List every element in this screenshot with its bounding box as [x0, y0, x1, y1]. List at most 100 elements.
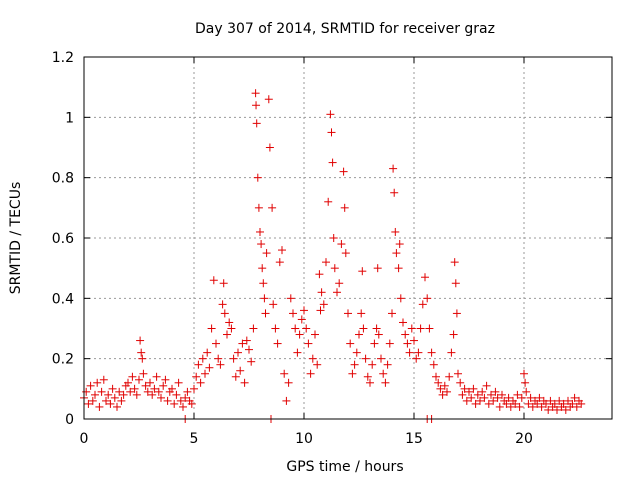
data-point [201, 369, 209, 378]
data-point [315, 270, 324, 279]
data-point [275, 258, 284, 267]
y-tick-label: 0.4 [52, 291, 74, 307]
data-point [326, 110, 335, 119]
data-point [247, 357, 256, 366]
points-layer [80, 89, 586, 423]
data-point [97, 387, 106, 396]
data-point [229, 354, 238, 363]
data-point [291, 324, 300, 333]
y-tick-label: 0.8 [52, 171, 74, 187]
data-point [115, 387, 124, 396]
data-point [143, 387, 152, 396]
data-point [377, 354, 385, 363]
data-point [577, 399, 586, 408]
data-point [572, 402, 581, 411]
data-point [465, 387, 473, 396]
data-point [432, 372, 440, 381]
data-point [447, 348, 456, 357]
data-point [104, 390, 113, 399]
data-point [253, 173, 262, 182]
data-point [374, 330, 383, 339]
data-point [268, 203, 277, 212]
data-point [136, 336, 145, 345]
x-tick-label: 20 [515, 431, 533, 447]
data-point [319, 300, 328, 309]
data-point [209, 276, 218, 285]
data-point [339, 167, 348, 176]
data-point [205, 363, 214, 372]
data-point [469, 384, 478, 393]
data-point [337, 240, 346, 249]
data-point [370, 339, 379, 348]
data-point [302, 324, 311, 333]
data-point [423, 294, 432, 303]
data-point [157, 393, 165, 402]
data-point [187, 399, 196, 408]
data-point [106, 399, 115, 408]
data-point [570, 393, 579, 402]
data-point [348, 369, 357, 378]
data-point [473, 390, 482, 399]
data-point [390, 188, 399, 197]
data-point [489, 396, 498, 405]
data-point [520, 369, 528, 378]
data-point [152, 372, 161, 381]
data-point [504, 393, 513, 402]
data-point [401, 330, 410, 339]
data-point [559, 399, 568, 408]
data-point [130, 384, 139, 393]
data-point [273, 339, 282, 348]
data-point [346, 339, 355, 348]
data-point [289, 309, 297, 318]
data-point [482, 381, 491, 390]
data-point [308, 354, 317, 363]
data-point [216, 360, 225, 369]
data-point [284, 378, 293, 387]
data-point [278, 246, 286, 255]
data-point [521, 378, 530, 387]
data-point [264, 95, 273, 104]
data-point [271, 324, 280, 333]
data-point [361, 354, 370, 363]
data-point [344, 309, 352, 318]
data-point [407, 324, 416, 333]
data-point [322, 258, 330, 267]
data-point [260, 294, 269, 303]
data-point [128, 372, 137, 381]
data-point [249, 324, 258, 333]
data-point [159, 381, 168, 390]
data-point [181, 393, 190, 402]
data-point [198, 354, 207, 363]
data-point [429, 360, 438, 369]
data-point [480, 393, 489, 402]
data-point [194, 360, 203, 369]
data-point [335, 279, 344, 288]
data-point [242, 336, 251, 345]
data-point [240, 378, 249, 387]
data-point [212, 339, 220, 348]
y-tick-label: 1 [65, 110, 74, 126]
x-tick-label: 10 [295, 431, 313, 447]
data-point [252, 119, 261, 128]
data-point [440, 381, 449, 390]
data-point [132, 390, 141, 399]
data-point [333, 288, 341, 297]
data-point [282, 396, 291, 405]
data-point [172, 390, 181, 399]
data-point [399, 318, 407, 327]
data-point [316, 306, 325, 315]
data-point [392, 249, 401, 258]
data-point [327, 128, 336, 137]
data-point [190, 384, 198, 393]
data-point [137, 348, 146, 357]
data-point [126, 387, 135, 396]
data-point [471, 399, 480, 408]
data-point [251, 89, 260, 98]
data-point [119, 390, 128, 399]
data-point [207, 324, 216, 333]
data-point [139, 369, 148, 378]
data-point [95, 402, 104, 411]
data-point [262, 249, 271, 258]
data-point [286, 294, 295, 303]
